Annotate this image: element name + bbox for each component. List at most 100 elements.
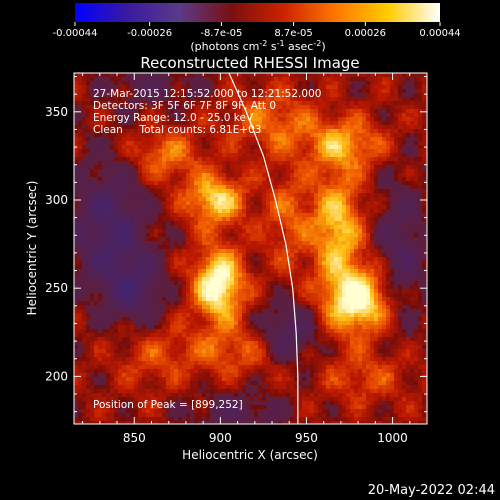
heatmap-pixel bbox=[122, 173, 127, 178]
heatmap-pixel bbox=[146, 285, 151, 290]
heatmap-pixel bbox=[186, 289, 191, 294]
heatmap-pixel bbox=[302, 125, 307, 130]
heatmap-pixel bbox=[218, 157, 223, 162]
heatmap-pixel bbox=[214, 77, 219, 82]
heatmap-pixel bbox=[314, 261, 319, 266]
heatmap-pixel bbox=[394, 205, 399, 210]
heatmap-pixel bbox=[178, 105, 183, 110]
heatmap-pixel bbox=[78, 137, 83, 142]
heatmap-pixel bbox=[162, 245, 167, 250]
heatmap-pixel bbox=[290, 201, 295, 206]
heatmap-pixel bbox=[230, 217, 235, 222]
heatmap-pixel bbox=[166, 237, 171, 242]
heatmap-pixel bbox=[338, 125, 343, 130]
heatmap-pixel bbox=[114, 129, 119, 134]
heatmap-pixel bbox=[102, 149, 107, 154]
heatmap-pixel bbox=[246, 221, 251, 226]
heatmap-pixel bbox=[286, 229, 291, 234]
heatmap-pixel bbox=[134, 285, 139, 290]
heatmap-pixel bbox=[270, 81, 275, 86]
heatmap-pixel bbox=[302, 257, 307, 262]
heatmap-pixel bbox=[298, 229, 303, 234]
heatmap-pixel bbox=[378, 257, 383, 262]
heatmap-pixel bbox=[238, 165, 243, 170]
heatmap-pixel bbox=[186, 145, 191, 150]
heatmap-pixel bbox=[322, 201, 327, 206]
heatmap-pixel bbox=[226, 241, 231, 246]
heatmap-pixel bbox=[242, 81, 247, 86]
heatmap-pixel bbox=[390, 93, 395, 98]
heatmap-pixel bbox=[78, 165, 83, 170]
heatmap-pixel bbox=[178, 81, 183, 86]
heatmap-pixel bbox=[298, 157, 303, 162]
heatmap-pixel bbox=[298, 265, 303, 270]
heatmap-pixel bbox=[422, 149, 427, 154]
heatmap-pixel bbox=[178, 281, 183, 286]
heatmap-pixel bbox=[230, 185, 235, 190]
heatmap-pixel bbox=[102, 101, 107, 106]
heatmap-pixel bbox=[122, 225, 127, 230]
heatmap-pixel bbox=[210, 209, 215, 214]
heatmap-pixel bbox=[214, 189, 219, 194]
heatmap-pixel bbox=[270, 181, 275, 186]
heatmap-pixel bbox=[314, 141, 319, 146]
heatmap-pixel bbox=[358, 97, 363, 102]
heatmap-pixel bbox=[378, 281, 383, 286]
heatmap-pixel bbox=[142, 257, 147, 262]
heatmap-pixel bbox=[374, 177, 379, 182]
heatmap-pixel bbox=[146, 205, 151, 210]
heatmap-pixel bbox=[150, 133, 155, 138]
heatmap-pixel bbox=[418, 257, 423, 262]
heatmap-pixel bbox=[378, 133, 383, 138]
heatmap-pixel bbox=[146, 253, 151, 258]
heatmap-pixel bbox=[166, 173, 171, 178]
heatmap-pixel bbox=[382, 273, 387, 278]
heatmap-pixel bbox=[242, 129, 247, 134]
heatmap-pixel bbox=[370, 73, 375, 78]
heatmap-pixel bbox=[406, 109, 411, 114]
heatmap-pixel bbox=[382, 121, 387, 126]
heatmap-pixel bbox=[358, 205, 363, 210]
heatmap-pixel bbox=[278, 157, 283, 162]
heatmap-pixel bbox=[262, 177, 267, 182]
heatmap-pixel bbox=[190, 85, 195, 90]
heatmap-pixel bbox=[350, 89, 355, 94]
heatmap-pixel bbox=[138, 237, 143, 242]
heatmap-pixel bbox=[354, 217, 359, 222]
heatmap-pixel bbox=[306, 177, 311, 182]
heatmap-pixel bbox=[270, 173, 275, 178]
heatmap-pixel bbox=[226, 277, 231, 282]
heatmap-pixel bbox=[358, 93, 363, 98]
heatmap-pixel bbox=[94, 85, 99, 90]
heatmap-pixel bbox=[102, 225, 107, 230]
heatmap-pixel bbox=[382, 113, 387, 118]
heatmap-pixel bbox=[238, 249, 243, 254]
heatmap-pixel bbox=[278, 101, 283, 106]
heatmap-pixel bbox=[230, 157, 235, 162]
heatmap-pixel bbox=[110, 217, 115, 222]
heatmap-pixel bbox=[174, 265, 179, 270]
heatmap-pixel bbox=[154, 285, 159, 290]
heatmap-pixel bbox=[182, 137, 187, 142]
heatmap-pixel bbox=[314, 257, 319, 262]
heatmap-pixel bbox=[178, 97, 183, 102]
heatmap-pixel bbox=[282, 241, 287, 246]
heatmap-pixel bbox=[286, 77, 291, 82]
heatmap-pixel bbox=[294, 165, 299, 170]
heatmap-pixel bbox=[370, 249, 375, 254]
heatmap-pixel bbox=[214, 145, 219, 150]
heatmap-pixel bbox=[410, 133, 415, 138]
heatmap-pixel bbox=[226, 153, 231, 158]
heatmap-pixel bbox=[330, 225, 335, 230]
heatmap-pixel bbox=[102, 113, 107, 118]
heatmap-pixel bbox=[338, 221, 343, 226]
heatmap-pixel bbox=[94, 285, 99, 290]
heatmap-pixel bbox=[230, 141, 235, 146]
heatmap-pixel bbox=[318, 273, 323, 278]
heatmap-pixel bbox=[270, 133, 275, 138]
heatmap-pixel bbox=[422, 193, 427, 198]
heatmap-pixel bbox=[274, 85, 279, 90]
heatmap-pixel bbox=[138, 189, 143, 194]
heatmap-pixel bbox=[278, 73, 283, 78]
heatmap-pixel bbox=[406, 217, 411, 222]
